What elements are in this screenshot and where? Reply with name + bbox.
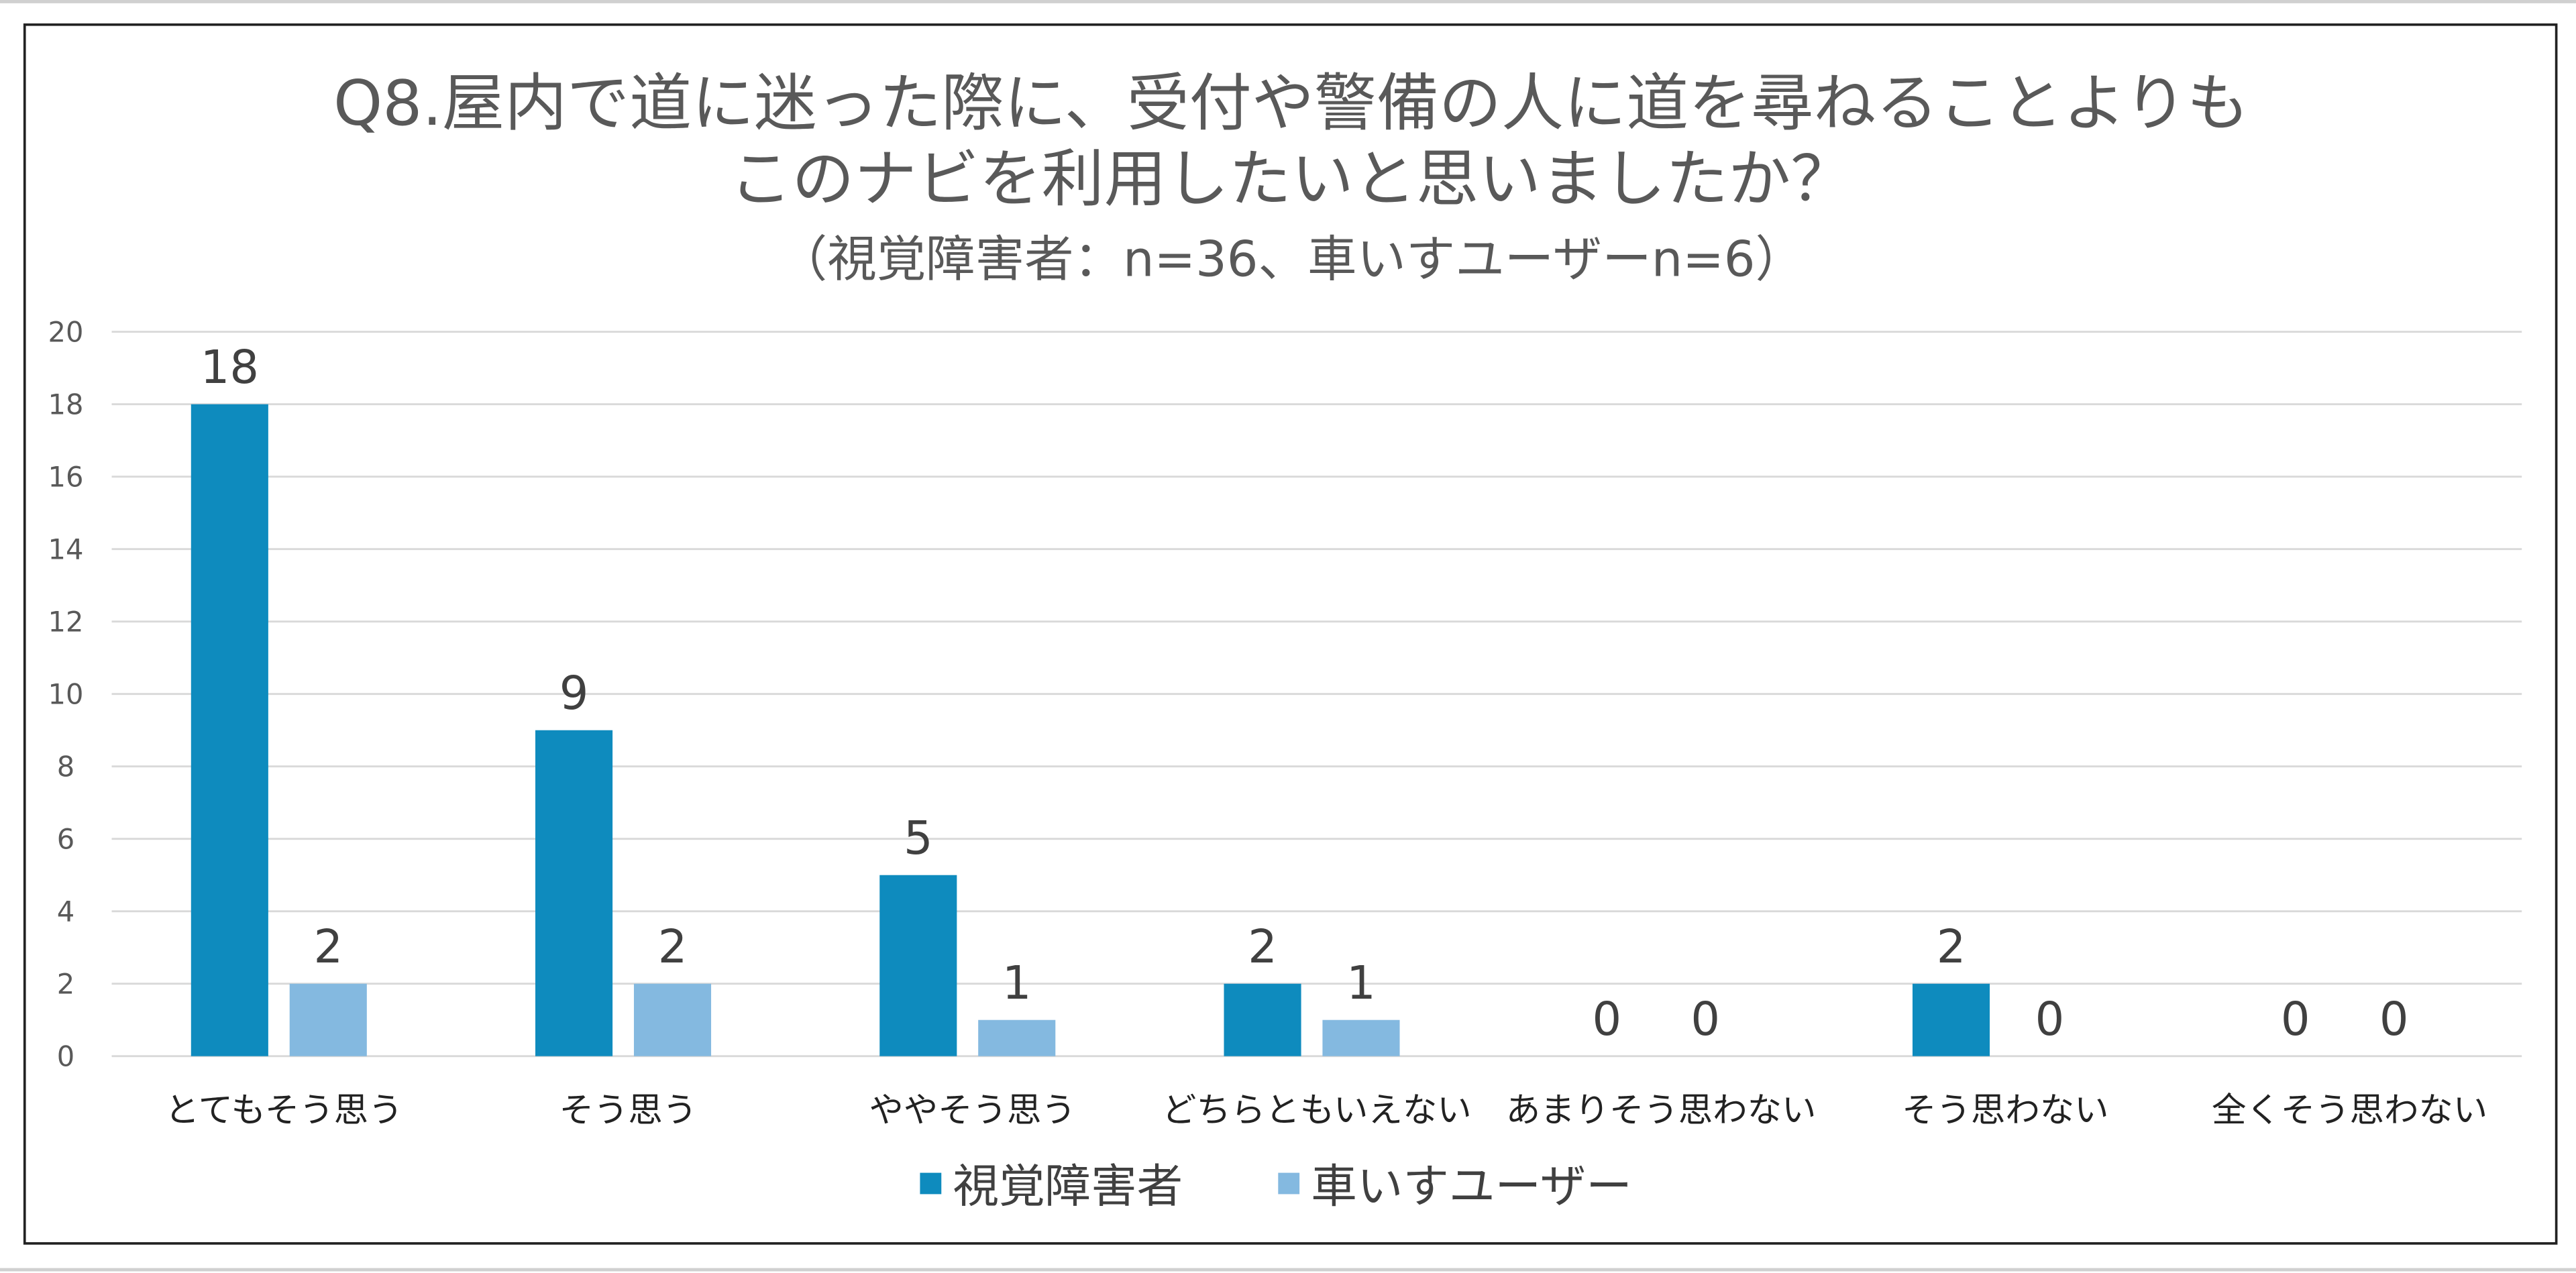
data-label: 5 (904, 812, 933, 865)
y-tick-label: 0 (57, 1040, 74, 1072)
y-tick-label: 8 (57, 750, 74, 783)
y-tick-label: 12 (48, 605, 83, 638)
bar-visually-impaired (1224, 983, 1301, 1056)
y-tick-label: 4 (57, 895, 74, 928)
bar-visually-impaired (191, 404, 268, 1056)
data-label: 0 (2281, 993, 2310, 1046)
bars (191, 404, 1990, 1056)
y-tick-label: 10 (48, 677, 83, 710)
legend: 視覚障害者 車いすユーザー (920, 1160, 1632, 1214)
x-category-label: そう思わない (1902, 1091, 2108, 1131)
data-label: 18 (201, 341, 259, 394)
x-category-label: あまりそう思わない (1506, 1091, 1817, 1131)
data-label: 2 (658, 920, 688, 974)
y-tick-label: 6 (57, 822, 74, 855)
data-label: 1 (1002, 956, 1032, 1010)
y-axis-ticks: 0 2 4 6 8 10 12 14 16 18 20 (48, 315, 83, 1072)
data-label: 2 (313, 920, 343, 974)
data-label: 0 (1592, 993, 1621, 1046)
x-category-label: ややそう思う (869, 1091, 1075, 1131)
y-tick-label: 18 (48, 388, 83, 421)
data-label: 0 (2379, 993, 2409, 1046)
x-axis-categories: とてもそう思う そう思う ややそう思う どちらともいえない あまりそう思わない そう思わな… (165, 1091, 2487, 1131)
chart-title-line-2: このナビを利用したいと思いましたか？ (729, 143, 1853, 215)
x-category-label: どちらともいえない (1162, 1091, 1472, 1131)
bar-visually-impaired (1912, 983, 1990, 1056)
x-category-label: とてもそう思う (165, 1091, 403, 1131)
data-label: 1 (1346, 956, 1376, 1010)
data-label: 2 (1937, 920, 1966, 974)
legend-swatch-visually-impaired (920, 1172, 942, 1195)
y-tick-label: 14 (48, 533, 83, 565)
y-tick-label: 16 (48, 460, 83, 493)
bar-visually-impaired (879, 875, 957, 1056)
data-label: 0 (2035, 993, 2065, 1046)
legend-label-wheelchair: 車いすユーザー (1311, 1160, 1632, 1214)
legend-label-visually-impaired: 視覚障害者 (953, 1160, 1183, 1214)
bar-wheelchair (289, 983, 367, 1056)
gridlines (111, 331, 2522, 1058)
x-category-label: そう思う (559, 1091, 698, 1131)
bar-wheelchair (633, 983, 712, 1056)
y-tick-label: 20 (48, 315, 83, 348)
data-label: 9 (559, 667, 589, 720)
bar-visually-impaired (535, 730, 613, 1056)
bar-wheelchair (978, 1019, 1056, 1056)
x-category-label: 全くそう思わない (2212, 1091, 2487, 1131)
chart-subtitle: （視覚障害者：n=36、車いすユーザーn=6） (778, 231, 1805, 288)
chart-title-line-1: Q8.屋内で道に迷った際に、受付や警備の人に道を尋ねることよりも (333, 67, 2249, 140)
legend-swatch-wheelchair (1278, 1172, 1300, 1195)
data-label: 2 (1248, 920, 1277, 974)
data-labels: 18 2 9 2 5 1 2 1 0 0 2 0 0 0 (201, 341, 2409, 1046)
data-label: 0 (1690, 993, 1720, 1046)
bar-wheelchair (1322, 1019, 1400, 1056)
y-tick-label: 2 (57, 967, 74, 1000)
